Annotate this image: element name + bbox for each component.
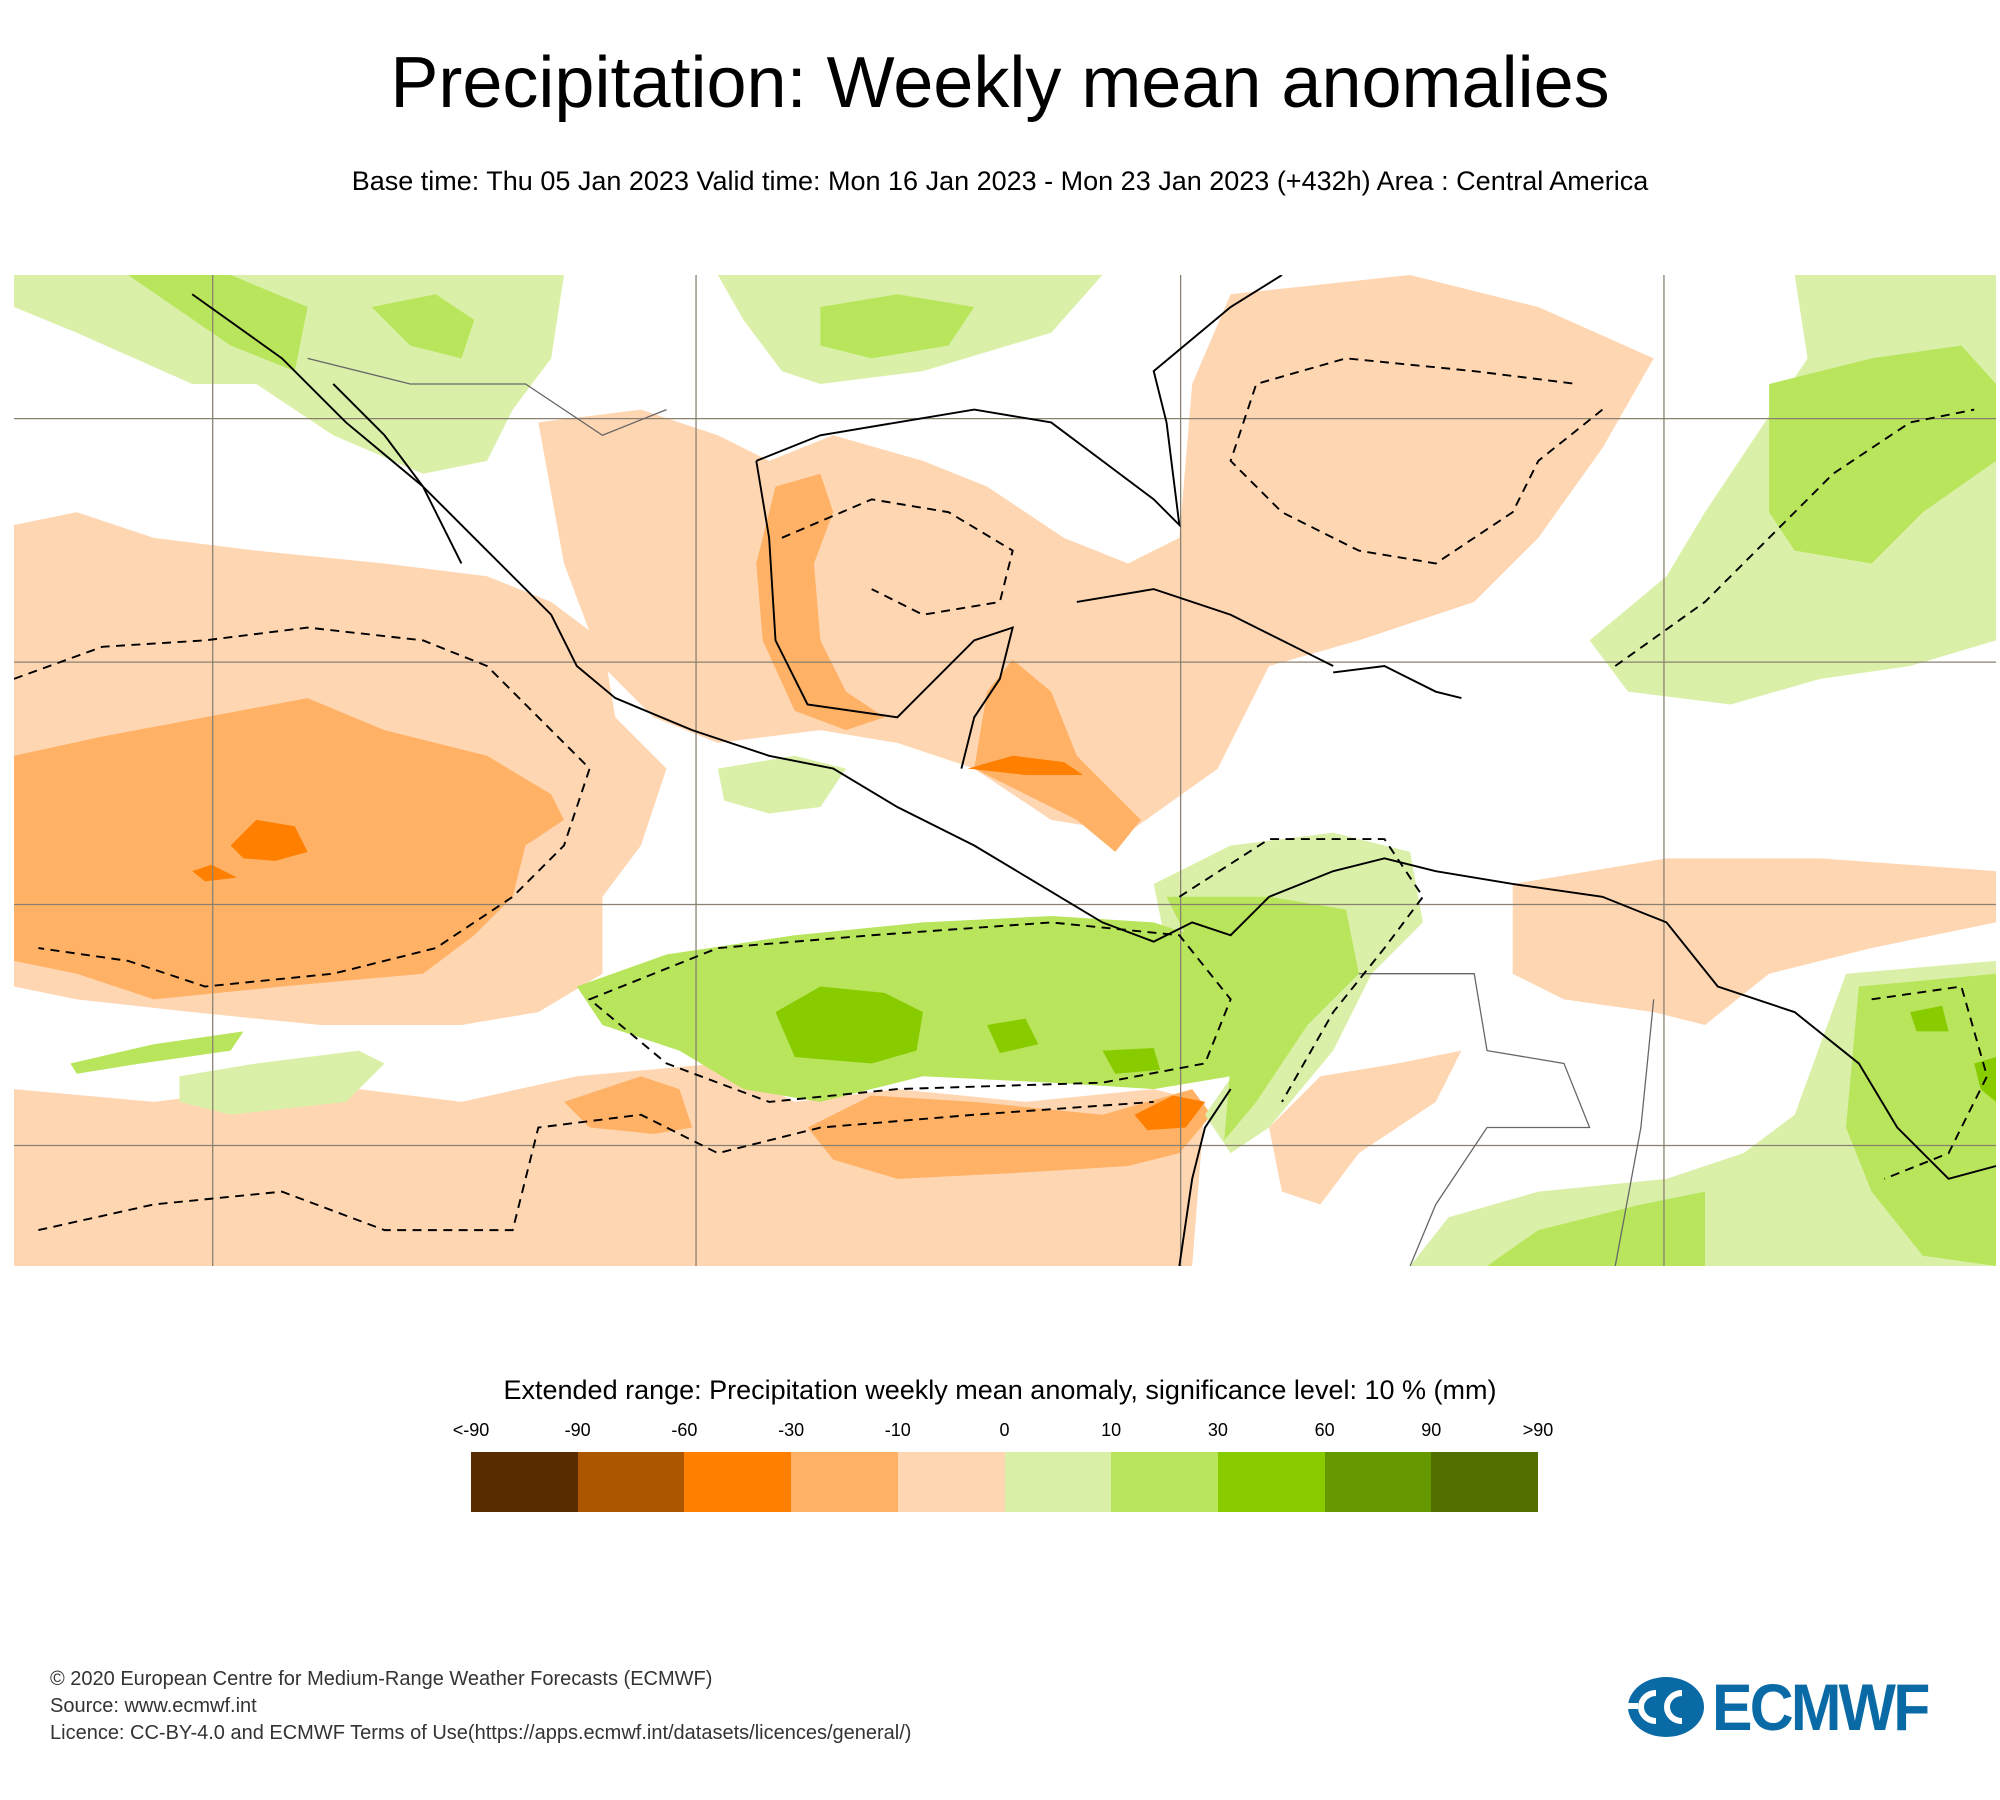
anomaly-region-green-east bbox=[1769, 345, 1996, 564]
legend-tick: -60 bbox=[671, 1420, 698, 1440]
legend-swatch bbox=[471, 1452, 578, 1512]
anomaly-region-darkorange-pacific bbox=[192, 819, 308, 882]
precipitation-anomaly-map bbox=[14, 275, 1996, 1266]
legend-swatch bbox=[1004, 1452, 1112, 1512]
ecmwf-logo: ECMWF bbox=[1626, 1670, 1966, 1744]
anomaly-region-green-se bbox=[1487, 973, 1996, 1266]
anomaly-region-peach-atlantic-south bbox=[1512, 858, 1996, 1025]
footer: © 2020 European Centre for Medium-Range … bbox=[50, 1666, 911, 1747]
coastlines bbox=[191, 275, 1996, 1266]
anomaly-region-green-north bbox=[820, 294, 975, 359]
anomaly-region-orange-south-band bbox=[807, 1089, 1212, 1179]
legend-title: Extended range: Precipitation weekly mea… bbox=[503, 1375, 1497, 1405]
ecmwf-logo-text: ECMWF bbox=[1712, 1670, 1930, 1744]
source-text: Source: www.ecmwf.int bbox=[50, 1695, 257, 1717]
legend-swatch bbox=[1324, 1452, 1432, 1512]
legend-swatch bbox=[577, 1452, 685, 1512]
anomaly-region-green-colombia bbox=[1166, 896, 1359, 1141]
legend-tick: 30 bbox=[1207, 1420, 1228, 1440]
legend-swatch bbox=[1111, 1452, 1218, 1512]
legend-tick: -10 bbox=[884, 1420, 911, 1440]
copyright-text: © 2020 European Centre for Medium-Range … bbox=[50, 1668, 713, 1690]
legend-swatch bbox=[1217, 1452, 1325, 1512]
legend-swatch bbox=[1431, 1452, 1539, 1512]
licence-text: Licence: CC-BY-4.0 and ECMWF Terms of Us… bbox=[50, 1722, 912, 1744]
anomaly-region-green-west-strip bbox=[70, 1031, 244, 1074]
anomaly-region-green-nw bbox=[128, 275, 475, 372]
legend-color-bar bbox=[471, 1452, 1539, 1512]
legend-tick: >90 bbox=[1522, 1420, 1554, 1440]
anomaly-region-lightgreen-se bbox=[1410, 960, 1996, 1266]
legend-tick: -30 bbox=[778, 1420, 805, 1440]
chart-subtitle: Base time: Thu 05 Jan 2023 Valid time: M… bbox=[351, 166, 1649, 196]
color-legend: <-90 -90 -60 -30 -10 0 10 30 60 90 >90 bbox=[453, 1420, 1553, 1520]
ecmwf-logo-icon bbox=[1626, 1677, 1704, 1737]
legend-tick: 90 bbox=[1421, 1420, 1442, 1440]
anomaly-region-peach-colombia bbox=[1269, 1050, 1462, 1205]
anomaly-region-brightgreen-se bbox=[1910, 1005, 1996, 1102]
legend-tick: 10 bbox=[1101, 1420, 1122, 1440]
anomaly-region-darkorange-south bbox=[1134, 1095, 1205, 1131]
significance-contours bbox=[14, 357, 1989, 1232]
legend-tick: <-90 bbox=[452, 1420, 490, 1440]
borders bbox=[307, 357, 1655, 1266]
legend-swatch bbox=[791, 1452, 898, 1512]
legend-tick: 0 bbox=[999, 1420, 1010, 1440]
anomaly-region-brightgreen-pacific bbox=[775, 986, 1161, 1074]
legend-swatch bbox=[897, 1452, 1005, 1512]
legend-tick: -90 bbox=[564, 1420, 591, 1440]
legend-swatch bbox=[684, 1452, 792, 1512]
anomaly-region-orange-caribbean bbox=[974, 659, 1141, 852]
anomaly-region-lightgreen-west-strip bbox=[179, 1050, 385, 1115]
anomaly-region-darkorange-caribbean bbox=[967, 755, 1084, 775]
chart-title: Precipitation: Weekly mean anomalies bbox=[390, 43, 1610, 123]
legend-tick: 60 bbox=[1314, 1420, 1335, 1440]
anomaly-region-lightgreen-gulf-honduras bbox=[717, 755, 847, 814]
